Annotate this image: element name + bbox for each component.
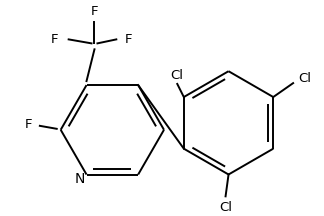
Text: F: F [25,118,33,131]
Text: F: F [51,33,59,46]
Text: Cl: Cl [170,70,183,83]
Text: F: F [91,5,98,18]
Text: F: F [124,33,132,46]
Text: N: N [75,172,85,186]
Text: Cl: Cl [298,72,312,85]
Text: Cl: Cl [219,201,232,214]
